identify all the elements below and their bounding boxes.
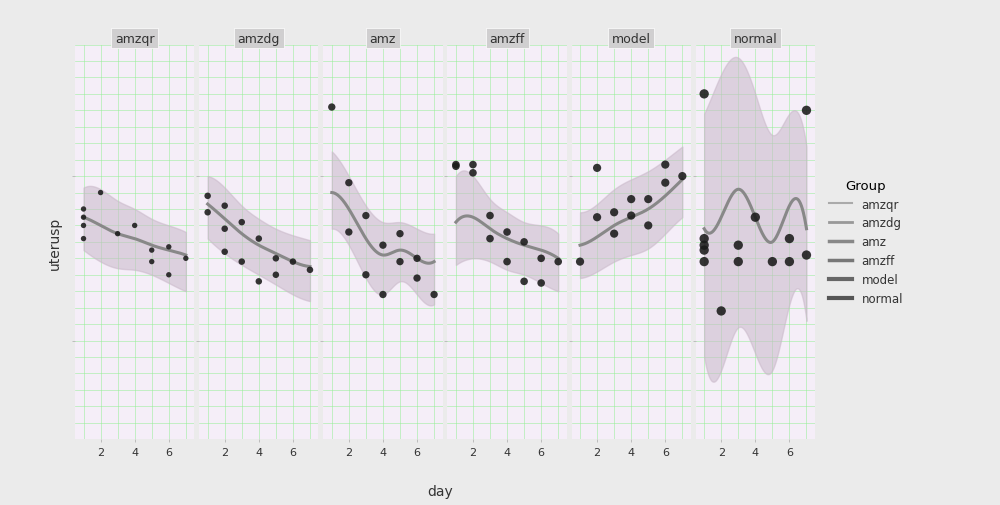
Point (713, 307, 729, 315)
Point (640, 196, 656, 204)
Point (696, 242, 712, 250)
Point (516, 238, 532, 246)
Point (234, 219, 250, 227)
Point (764, 258, 780, 266)
Point (234, 258, 250, 266)
Point (426, 291, 442, 299)
Point (76, 222, 92, 230)
Point (324, 104, 340, 112)
Point (144, 258, 160, 266)
Point (76, 235, 92, 243)
Point (448, 161, 464, 169)
Point (606, 209, 622, 217)
Text: amzqr: amzqr (115, 32, 154, 45)
Point (696, 91, 712, 99)
Point (623, 196, 639, 204)
Point (161, 271, 177, 279)
Point (302, 266, 318, 274)
Legend: amzqr, amzdg, amz, amzff, model, normal: amzqr, amzdg, amz, amzff, model, normal (824, 175, 908, 310)
Point (516, 278, 532, 286)
Point (341, 179, 357, 187)
Point (392, 258, 408, 266)
Point (161, 243, 177, 251)
Point (482, 212, 498, 220)
Point (268, 271, 284, 279)
Point (730, 258, 746, 266)
Point (93, 189, 109, 197)
Text: normal: normal (733, 32, 777, 45)
Point (217, 248, 233, 257)
Point (341, 228, 357, 236)
Point (781, 258, 797, 266)
Point (448, 163, 464, 171)
Point (589, 214, 605, 222)
Y-axis label: uterusp: uterusp (48, 216, 62, 269)
Point (392, 230, 408, 238)
Point (798, 251, 814, 260)
Point (482, 235, 498, 243)
Point (110, 230, 126, 238)
Point (640, 222, 656, 230)
Point (76, 214, 92, 222)
Point (798, 107, 814, 115)
Point (533, 255, 549, 263)
Point (409, 275, 425, 283)
Point (657, 179, 673, 187)
Point (251, 235, 267, 243)
Point (533, 279, 549, 287)
Point (268, 255, 284, 263)
Point (200, 192, 216, 200)
Point (623, 212, 639, 220)
Point (375, 291, 391, 299)
Point (696, 246, 712, 255)
Point (696, 235, 712, 243)
Point (217, 225, 233, 233)
Point (127, 222, 143, 230)
Point (499, 228, 515, 236)
Text: day: day (427, 484, 453, 498)
Point (465, 170, 481, 178)
Point (285, 258, 301, 266)
Point (178, 255, 194, 263)
Text: amzdg: amzdg (238, 32, 280, 45)
Point (674, 173, 690, 181)
Point (657, 161, 673, 169)
Point (465, 161, 481, 169)
Text: model: model (612, 32, 651, 45)
Point (747, 214, 763, 222)
Point (499, 258, 515, 266)
Point (375, 242, 391, 250)
Point (358, 212, 374, 220)
Point (358, 271, 374, 279)
Point (550, 258, 566, 266)
Point (409, 255, 425, 263)
Point (144, 246, 160, 255)
Text: amz: amz (370, 32, 396, 45)
Point (730, 242, 746, 250)
Point (606, 230, 622, 238)
Point (200, 209, 216, 217)
Point (589, 165, 605, 173)
Point (76, 206, 92, 214)
Text: amzff: amzff (489, 32, 525, 45)
Point (696, 258, 712, 266)
Point (251, 278, 267, 286)
Point (217, 203, 233, 211)
Point (781, 235, 797, 243)
Point (572, 258, 588, 266)
